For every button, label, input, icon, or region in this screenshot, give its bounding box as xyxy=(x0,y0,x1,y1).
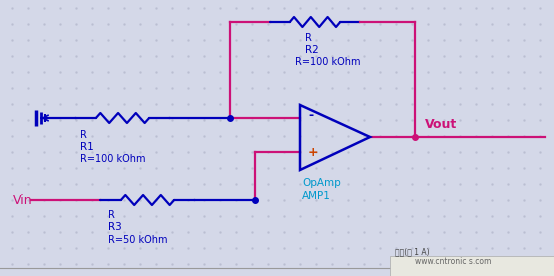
Text: Vout: Vout xyxy=(425,118,457,131)
Text: 截圖(共 1 A): 截圖(共 1 A) xyxy=(395,248,429,256)
Text: R=100 kOhm: R=100 kOhm xyxy=(80,154,146,164)
Text: R3: R3 xyxy=(108,222,122,232)
Text: R: R xyxy=(80,130,87,140)
Text: OpAmp: OpAmp xyxy=(302,178,341,188)
Text: -: - xyxy=(308,110,313,123)
Text: R1: R1 xyxy=(80,142,94,152)
Text: +: + xyxy=(308,147,319,160)
Text: www.cntronic s.com: www.cntronic s.com xyxy=(415,258,491,267)
Text: R: R xyxy=(108,210,115,220)
Text: R2: R2 xyxy=(305,45,319,55)
Text: R=50 kOhm: R=50 kOhm xyxy=(108,235,167,245)
Text: Vin: Vin xyxy=(13,193,33,206)
Text: R=100 kOhm: R=100 kOhm xyxy=(295,57,361,67)
Text: AMP1: AMP1 xyxy=(302,191,331,201)
Bar xyxy=(390,256,554,276)
Text: R: R xyxy=(305,33,312,43)
